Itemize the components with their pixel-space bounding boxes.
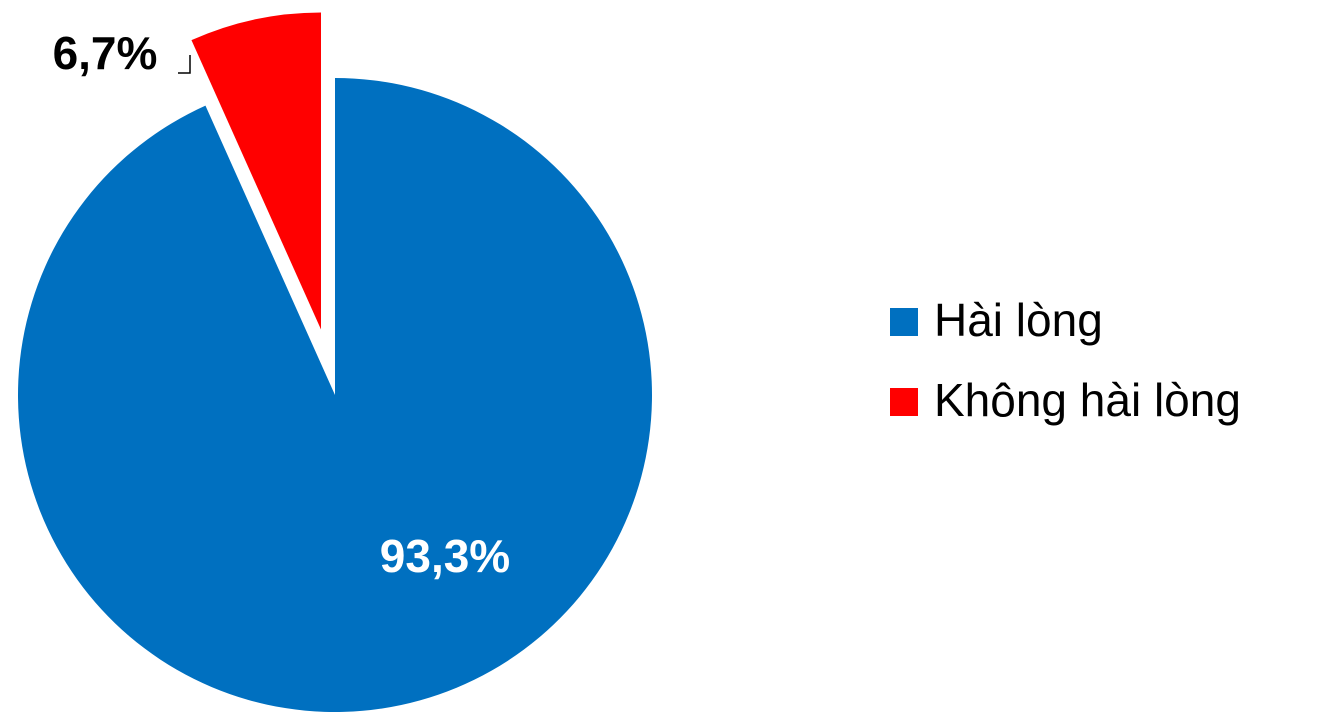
legend-label: Không hài lòng [934,374,1241,426]
data-label: 93,3% [380,530,510,582]
legend-swatch [890,388,918,416]
legend-label: Hài lòng [934,294,1103,346]
data-label: 6,7% [53,27,158,79]
pie-slice [191,12,322,330]
legend-swatch [890,308,918,336]
pie-slice [17,78,652,712]
leader-line [178,55,191,74]
